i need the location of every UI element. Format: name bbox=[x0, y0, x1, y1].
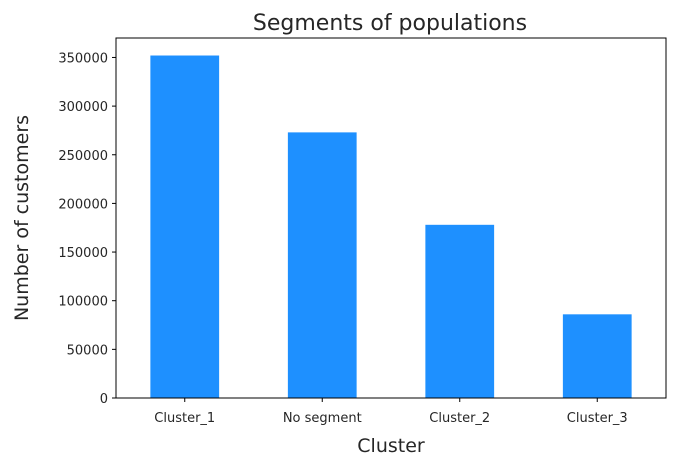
chart-title: Segments of populations bbox=[253, 11, 527, 36]
bar-cluster_1 bbox=[150, 55, 220, 398]
bar-cluster_3 bbox=[562, 314, 632, 398]
bars-group bbox=[150, 55, 632, 399]
plot-frame bbox=[115, 37, 667, 399]
x-tick-label: Cluster_1 bbox=[154, 411, 215, 426]
x-tick-label: Cluster_2 bbox=[429, 411, 490, 426]
y-tick-label: 350000 bbox=[58, 51, 108, 66]
y-tick-label: 100000 bbox=[58, 295, 108, 310]
y-axis-title: Number of customers bbox=[11, 115, 33, 321]
bar-cluster_2 bbox=[425, 224, 495, 398]
bar-no-segment bbox=[287, 132, 357, 399]
y-axis: 0 50000 100000 150000 200000 250000 300000 3500… bbox=[58, 51, 116, 407]
y-tick-label: 300000 bbox=[58, 100, 108, 115]
x-axis-title: Cluster bbox=[357, 435, 425, 454]
x-axis: Cluster_1 No segment Cluster_2 Cluster_3 bbox=[154, 398, 628, 426]
y-tick-label: 250000 bbox=[58, 149, 108, 164]
y-tick-label: 200000 bbox=[58, 197, 108, 212]
y-tick-label: 150000 bbox=[58, 246, 108, 261]
x-tick-label: No segment bbox=[283, 411, 362, 426]
y-tick-label: 50000 bbox=[67, 343, 108, 358]
y-tick-label: 0 bbox=[100, 392, 108, 407]
x-tick-label: Cluster_3 bbox=[567, 411, 628, 426]
